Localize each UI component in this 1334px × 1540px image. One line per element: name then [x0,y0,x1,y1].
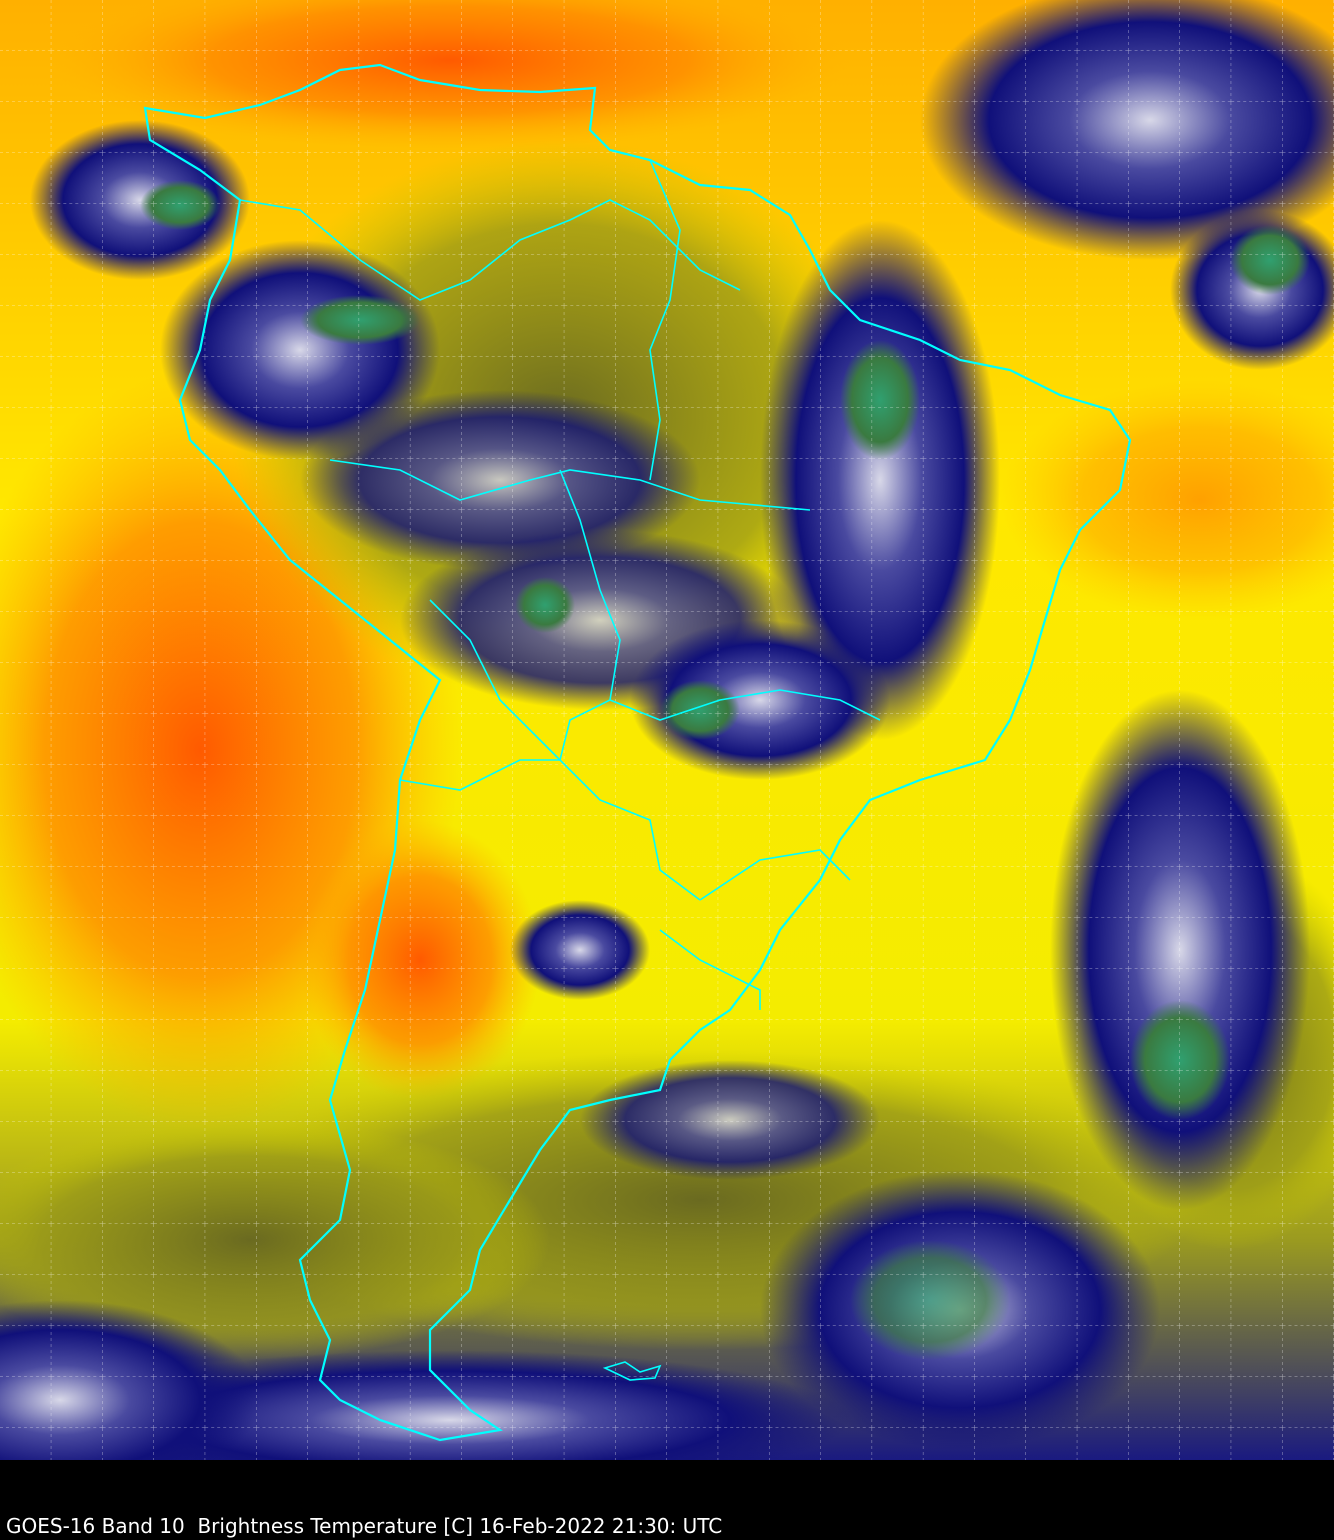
lat-lon-grid [0,0,1334,1460]
falkland-islands-outline [602,1361,662,1381]
brightness-temperature-map [0,0,1334,1460]
country-borders [239,159,881,1010]
coastline-outline [143,63,1132,1442]
image-caption: GOES-16 Band 10 Brightness Temperature [… [6,1514,723,1538]
